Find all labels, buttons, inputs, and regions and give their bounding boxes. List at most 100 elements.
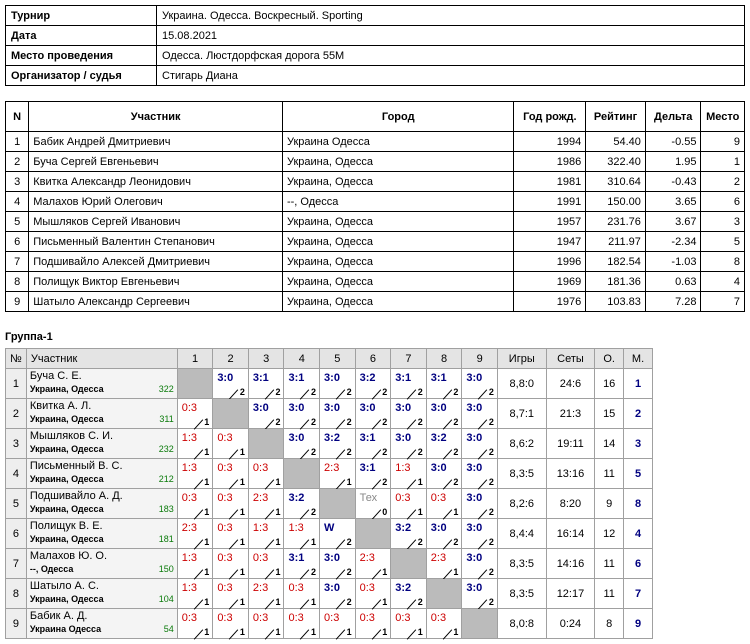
match-points: 1: [382, 567, 388, 577]
match-score: 0:3: [288, 612, 304, 624]
participants-table: N Участник Город Год рожд. Рейтинг Дельт…: [4, 101, 745, 312]
participant-name: Буча Сергей Евгеньевич: [28, 151, 283, 172]
group-row-sets: 24:6: [545, 368, 596, 399]
match-result-cell: 1:3 1: [176, 428, 214, 460]
group-row-place: 7: [623, 578, 653, 609]
match-result-cell: 0:3 1: [212, 578, 249, 610]
match-points: 1: [204, 627, 210, 637]
participant-birth-year: 1994: [513, 131, 587, 152]
match-result-cell: 0:3 1: [283, 608, 321, 640]
match-points: 1: [239, 447, 245, 457]
participant-rating: 211.97: [585, 231, 646, 252]
match-points: 2: [346, 597, 352, 607]
participant-birth-year: 1986: [513, 151, 587, 172]
match-score: 3:0: [466, 582, 483, 594]
group-header-row: № Участник 1 2 3 4 5 6 7 8 9 Игры Сеты О. М.: [5, 348, 653, 369]
match-result-cell: 0:3 1: [176, 398, 214, 430]
match-result-cell: 1:3 1: [176, 548, 214, 580]
participant-name: Мышляков Сергей Иванович: [28, 211, 283, 232]
match-result-cell: 3:0 2: [319, 548, 356, 580]
match-result-cell: 3:0 2: [319, 398, 356, 430]
match-score: 2:3: [252, 492, 269, 504]
match-score: 3:2: [430, 432, 447, 444]
match-result-cell: 3:2 2: [354, 368, 392, 400]
group-row-number: 8: [5, 578, 27, 609]
group-player-city: Украина, Одесса: [29, 414, 104, 424]
match-result-cell: 1:3 1: [176, 458, 214, 490]
participant-row: 3 Квитка Александр Леонидович Украина, Оде…: [4, 171, 745, 192]
match-points: 1: [346, 627, 352, 637]
match-score: 1:3: [181, 432, 198, 444]
match-score: 3:0: [466, 402, 483, 414]
group-row-number: 3: [5, 428, 27, 459]
match-result-cell: 1:3 1: [176, 578, 214, 610]
group-player-city-line: --, Одесса 150: [30, 563, 174, 576]
match-score: 1:3: [395, 462, 411, 474]
group-col-opponent-2: 2: [212, 348, 249, 369]
participant-name: Полищук Виктор Евгеньевич: [28, 271, 283, 292]
match-points: 2: [417, 537, 423, 547]
participant-name: Письменный Валентин Степанович: [28, 231, 283, 252]
group-row-place: 9: [623, 608, 653, 639]
match-slash: [193, 629, 203, 640]
match-score: 2:3: [324, 462, 340, 474]
participant-row: 6 Письменный Валентин Степанович Украина, …: [4, 231, 745, 252]
match-score: 3:1: [252, 372, 269, 384]
match-points: 1: [239, 627, 245, 637]
participant-rating: 103.83: [585, 291, 646, 312]
match-result-cell: 0:3 1: [247, 608, 285, 640]
match-result-cell: 3:0 2: [425, 398, 463, 430]
participant-number: 9: [4, 291, 30, 312]
match-score: 3:0: [395, 402, 412, 414]
match-result-cell: 3:1 2: [425, 368, 463, 400]
group-row: 9 Бабик А. Д. Украина Одесса 54 0:3 1 0:3 1 0:3 1…: [5, 608, 653, 640]
group-col-place: М.: [623, 348, 653, 369]
match-result-cell: 2:3 1: [176, 518, 214, 550]
group-row-sets: 19:11: [545, 428, 596, 459]
match-points: 2: [453, 537, 459, 547]
self-match-cell: [176, 368, 214, 399]
match-score: 2:3: [252, 582, 269, 594]
match-score: 0:3: [217, 492, 233, 504]
match-result-cell: 3:0 2: [319, 578, 356, 610]
group-player-rating: 212: [158, 474, 174, 484]
match-result-cell: 2:3 1: [247, 578, 285, 610]
group-player-name: Малахов Ю. О.: [29, 550, 108, 562]
match-result-cell: 0:3 1: [390, 608, 427, 640]
match-points: 2: [488, 507, 494, 517]
group-player-cell: Письменный В. С. Украина, Одесса 212: [25, 458, 178, 489]
match-slash: [335, 629, 346, 640]
match-score: 2:3: [359, 552, 375, 564]
info-value: Украина. Одесса. Воскресный. Sporting: [156, 5, 745, 26]
info-label: Организатор / судья: [5, 65, 157, 86]
participant-number: 7: [4, 251, 30, 272]
match-score: 3:0: [466, 492, 483, 504]
match-score: 3:0: [359, 402, 376, 414]
match-slash: [406, 629, 417, 640]
participant-city: --, Одесса: [281, 191, 515, 212]
group-row-points: 12: [594, 518, 625, 549]
participant-birth-year: 1996: [513, 251, 587, 272]
participant-place: 3: [700, 211, 745, 232]
group-player-name: Письменный В. С.: [29, 460, 123, 472]
group-row-place: 8: [623, 488, 653, 519]
match-result-cell: 0:3 1: [212, 548, 249, 580]
group-col-opponent-8: 8: [425, 348, 463, 369]
match-points: 2: [488, 537, 494, 547]
match-score: 3:0: [252, 402, 269, 414]
group-row-number: 9: [5, 608, 27, 639]
group-row-games: 8,3:5: [496, 578, 547, 609]
info-row: Организатор / судья Стигарь Диана: [5, 65, 745, 86]
group-row-place: 6: [623, 548, 653, 579]
match-score: 0:3: [288, 582, 304, 594]
group-player-cell: Малахов Ю. О. --, Одесса 150: [25, 548, 178, 579]
match-result-cell: 3:0 2: [461, 398, 498, 430]
tournament-info-table: Турнир Украина. Одесса. Воскресный. Sport…: [5, 5, 745, 86]
match-result-cell: 3:0 2: [425, 518, 463, 550]
participant-number: 8: [4, 271, 30, 292]
match-points: 1: [204, 537, 210, 547]
match-score: 0:3: [359, 582, 375, 594]
match-score: Тех: [359, 492, 378, 504]
match-points: 1: [204, 597, 210, 607]
match-result-cell: 1:3 1: [247, 518, 285, 550]
